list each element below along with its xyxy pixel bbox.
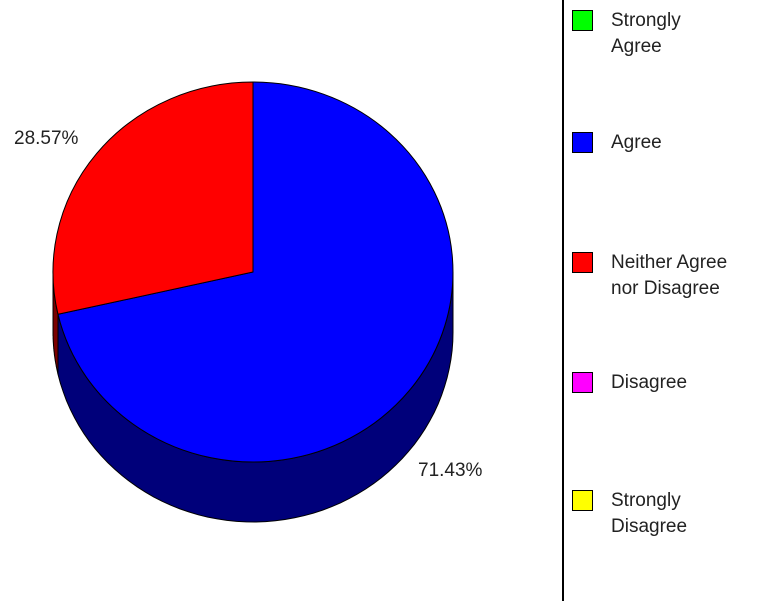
- legend-label-disagree: Disagree: [611, 372, 688, 393]
- pie-slice-neither-agree-nor-disagree: [52, 81, 254, 315]
- legend-divider: [562, 0, 564, 601]
- legend-swatch-strongly-agree: [572, 10, 593, 31]
- legend-label-neither-agree-nor-disagree: Neither Agree nor Disagree: [611, 252, 728, 299]
- legend-swatch-strongly-disagree: [572, 490, 593, 511]
- legend-label-strongly-agree: Strongly Agree: [611, 10, 681, 57]
- data-label-agree: 71.43%: [418, 460, 483, 481]
- pie-slice-agree: [57, 81, 454, 463]
- legend-swatch-neither-agree-nor-disagree: [572, 252, 593, 273]
- legend-swatch-agree: [572, 132, 593, 153]
- legend: Strongly Agree Agree Neither Agree nor D…: [568, 0, 758, 601]
- legend-label-agree: Agree: [611, 132, 662, 153]
- data-label-neither-agree-nor-disagree: 28.57%: [14, 128, 79, 149]
- legend-label-strongly-disagree: Strongly Disagree: [611, 490, 688, 537]
- legend-swatch-disagree: [572, 372, 593, 393]
